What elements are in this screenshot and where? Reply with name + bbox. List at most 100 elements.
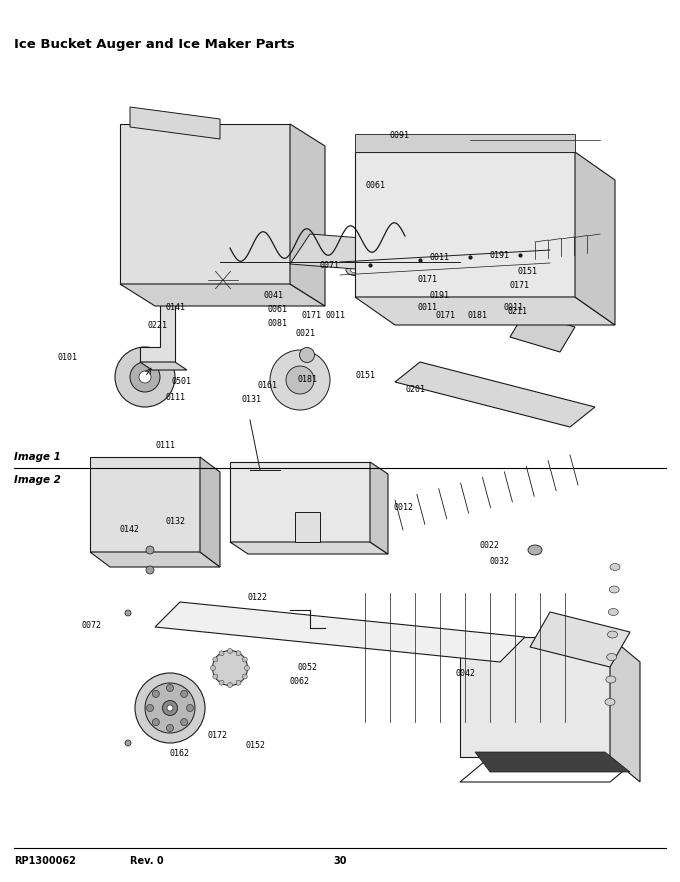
- Text: 0012: 0012: [393, 503, 413, 512]
- Ellipse shape: [270, 268, 276, 272]
- Ellipse shape: [228, 683, 233, 687]
- Ellipse shape: [125, 610, 131, 616]
- Ellipse shape: [181, 691, 188, 698]
- Ellipse shape: [473, 250, 487, 259]
- Ellipse shape: [242, 674, 248, 679]
- Ellipse shape: [152, 719, 159, 726]
- Polygon shape: [230, 462, 370, 542]
- Ellipse shape: [245, 666, 250, 670]
- Text: 0191: 0191: [490, 250, 510, 259]
- Text: 0161: 0161: [258, 380, 278, 390]
- Text: Image 1: Image 1: [14, 452, 61, 462]
- Ellipse shape: [497, 250, 513, 260]
- Ellipse shape: [257, 260, 289, 280]
- Text: 0172: 0172: [208, 730, 228, 739]
- Ellipse shape: [605, 699, 615, 706]
- Polygon shape: [355, 297, 615, 325]
- Polygon shape: [130, 107, 220, 139]
- Text: 0181: 0181: [297, 376, 317, 385]
- Ellipse shape: [270, 350, 330, 410]
- Text: 0122: 0122: [248, 594, 268, 602]
- Ellipse shape: [181, 719, 188, 726]
- Polygon shape: [475, 752, 630, 772]
- Ellipse shape: [146, 566, 154, 574]
- Polygon shape: [510, 312, 575, 352]
- Ellipse shape: [167, 705, 173, 711]
- Ellipse shape: [376, 265, 384, 270]
- Text: 0091: 0091: [390, 131, 410, 139]
- Ellipse shape: [203, 267, 243, 293]
- Ellipse shape: [186, 705, 194, 712]
- Ellipse shape: [236, 680, 241, 685]
- Polygon shape: [355, 134, 575, 152]
- Ellipse shape: [423, 256, 437, 265]
- Ellipse shape: [526, 254, 534, 260]
- Polygon shape: [530, 612, 630, 667]
- Polygon shape: [290, 234, 440, 274]
- Ellipse shape: [426, 258, 434, 262]
- Ellipse shape: [401, 261, 409, 265]
- Text: 0011: 0011: [418, 303, 438, 312]
- Polygon shape: [230, 542, 388, 554]
- Polygon shape: [90, 552, 220, 567]
- Polygon shape: [155, 602, 525, 662]
- Ellipse shape: [146, 546, 154, 554]
- Ellipse shape: [130, 362, 160, 392]
- Ellipse shape: [299, 348, 314, 363]
- Polygon shape: [460, 637, 610, 757]
- Text: 0142: 0142: [120, 526, 140, 534]
- Polygon shape: [140, 362, 187, 370]
- Ellipse shape: [214, 274, 232, 286]
- Ellipse shape: [528, 545, 542, 555]
- Polygon shape: [460, 757, 640, 782]
- Text: 0011: 0011: [430, 253, 450, 263]
- Ellipse shape: [135, 673, 205, 743]
- Ellipse shape: [452, 255, 458, 259]
- Polygon shape: [120, 284, 325, 306]
- Text: 0041: 0041: [263, 290, 283, 300]
- Text: Ice Bucket Auger and Ice Maker Parts: Ice Bucket Auger and Ice Maker Parts: [14, 38, 294, 51]
- Text: 0211: 0211: [508, 308, 528, 317]
- Text: 0191: 0191: [430, 291, 450, 301]
- Text: 0111: 0111: [155, 440, 175, 450]
- Polygon shape: [395, 362, 595, 427]
- Ellipse shape: [242, 657, 248, 662]
- Ellipse shape: [236, 651, 241, 656]
- Ellipse shape: [219, 680, 224, 685]
- Text: Image 2: Image 2: [14, 475, 61, 485]
- Text: 0132: 0132: [165, 518, 185, 527]
- Ellipse shape: [139, 371, 151, 383]
- Ellipse shape: [398, 258, 412, 267]
- Ellipse shape: [115, 347, 175, 407]
- Polygon shape: [90, 457, 200, 552]
- Ellipse shape: [125, 740, 131, 746]
- Text: Rev. 0: Rev. 0: [130, 856, 164, 866]
- Ellipse shape: [213, 657, 218, 662]
- Ellipse shape: [145, 683, 195, 733]
- Text: 0201: 0201: [405, 385, 425, 394]
- Text: 0151: 0151: [356, 371, 376, 380]
- Text: 0011: 0011: [503, 303, 523, 311]
- Text: 0052: 0052: [298, 663, 318, 672]
- Ellipse shape: [163, 700, 177, 715]
- Text: 0011: 0011: [326, 311, 346, 320]
- Text: 0081: 0081: [268, 318, 288, 327]
- Polygon shape: [120, 124, 290, 284]
- Ellipse shape: [521, 251, 539, 263]
- Ellipse shape: [372, 262, 388, 272]
- Ellipse shape: [350, 267, 360, 273]
- Polygon shape: [355, 152, 575, 297]
- Ellipse shape: [212, 651, 248, 685]
- Text: 30: 30: [333, 856, 347, 866]
- Text: 0171: 0171: [510, 280, 530, 289]
- Text: 0162: 0162: [170, 750, 190, 759]
- Text: 0152: 0152: [245, 742, 265, 751]
- Polygon shape: [370, 462, 388, 554]
- Ellipse shape: [610, 564, 620, 571]
- Text: 0221: 0221: [148, 320, 168, 330]
- Polygon shape: [290, 124, 325, 306]
- Text: 0022: 0022: [480, 541, 500, 549]
- Text: 0061: 0061: [365, 181, 385, 190]
- Text: 0171: 0171: [302, 311, 322, 320]
- Ellipse shape: [607, 631, 617, 638]
